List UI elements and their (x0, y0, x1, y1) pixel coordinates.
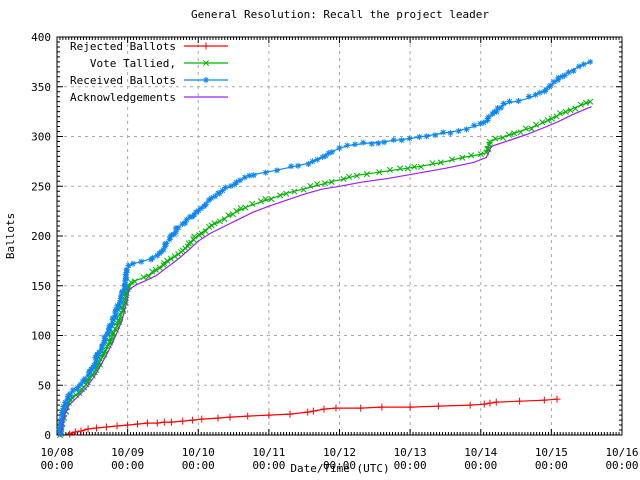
y-tick-label: 50 (38, 379, 51, 392)
x-tick-time: 00:00 (394, 459, 427, 472)
x-tick-date: 10/16 (605, 446, 638, 459)
y-tick-label: 400 (31, 31, 51, 44)
x-tick-time: 00:00 (605, 459, 638, 472)
x-tick-date: 10/11 (252, 446, 285, 459)
series-line-received-ballots (58, 61, 591, 436)
y-tick-label: 100 (31, 330, 51, 343)
x-tick-time: 00:00 (252, 459, 285, 472)
y-tick-label: 200 (31, 230, 51, 243)
x-tick-date: 10/12 (323, 446, 356, 459)
x-tick-date: 10/13 (394, 446, 427, 459)
legend-sample-marker (203, 77, 209, 83)
x-tick-date: 10/10 (182, 446, 215, 459)
legend-sample-marker (202, 59, 210, 67)
legend-label-received-ballots: Received Ballots (70, 74, 176, 87)
y-tick-label: 350 (31, 81, 51, 94)
y-tick-label: 150 (31, 280, 51, 293)
series-markers-received-ballots (56, 58, 594, 438)
chart-title: General Resolution: Recall the project l… (191, 8, 489, 21)
x-tick-time: 00:00 (323, 459, 356, 472)
legend-label-vote-tallied: Vote Tallied, (90, 57, 176, 70)
x-tick-date: 10/15 (535, 446, 568, 459)
x-tick-time: 00:00 (535, 459, 568, 472)
x-tick-date: 10/14 (464, 446, 497, 459)
y-tick-label: 0 (44, 429, 51, 442)
x-tick-time: 00:00 (182, 459, 215, 472)
series-line-acknowledgements (59, 106, 592, 436)
series-markers-rejected-ballots (66, 395, 561, 438)
legend-sample-marker (202, 42, 210, 50)
y-axis-label: Ballots (4, 213, 17, 259)
axis-ticks (56, 36, 623, 436)
x-tick-time: 00:00 (40, 459, 73, 472)
x-tick-date: 10/08 (40, 446, 73, 459)
series-markers-vote-tallied (56, 98, 594, 439)
x-tick-time: 00:00 (464, 459, 497, 472)
legend-label-rejected-ballots: Rejected Ballots (70, 40, 176, 53)
y-tick-label: 250 (31, 180, 51, 193)
x-axis-label: Date/Time (UTC) (290, 462, 389, 475)
x-tick-time: 00:00 (111, 459, 144, 472)
y-tick-label: 300 (31, 131, 51, 144)
legend-label-acknowledgements: Acknowledgements (70, 91, 176, 104)
x-tick-date: 10/09 (111, 446, 144, 459)
